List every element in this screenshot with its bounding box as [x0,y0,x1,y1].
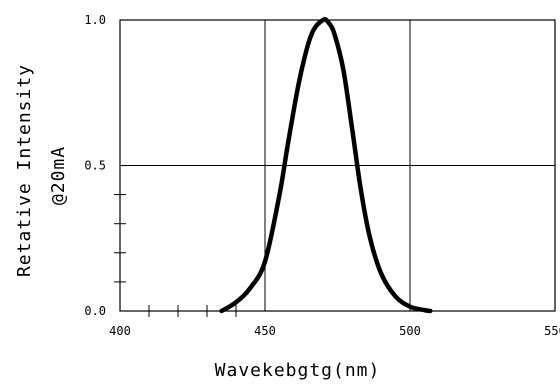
spectrum-curve [219,17,433,314]
y-tick-label-0.0: 0.0 [84,304,106,318]
y-axis-label-line1: Retative Intensity [14,64,35,277]
x-ticks: 400 450 500 550 [109,324,560,338]
plot-frame [119,19,556,312]
x-tick-label-450: 450 [254,324,276,338]
x-tick-label-550: 550 [544,324,560,338]
y-tick-label-1.0: 1.0 [84,13,106,27]
minor-ticks [114,194,237,317]
x-tick-label-400: 400 [109,324,131,338]
grid [120,20,555,311]
x-axis-label: Wavekebgtg(nm) [215,360,381,381]
y-tick-label-0.5: 0.5 [84,159,106,173]
x-tick-label-500: 500 [399,324,421,338]
y-ticks: 0.0 0.5 1.0 [84,13,106,318]
y-axis-label-line2: @20mA [48,146,69,205]
